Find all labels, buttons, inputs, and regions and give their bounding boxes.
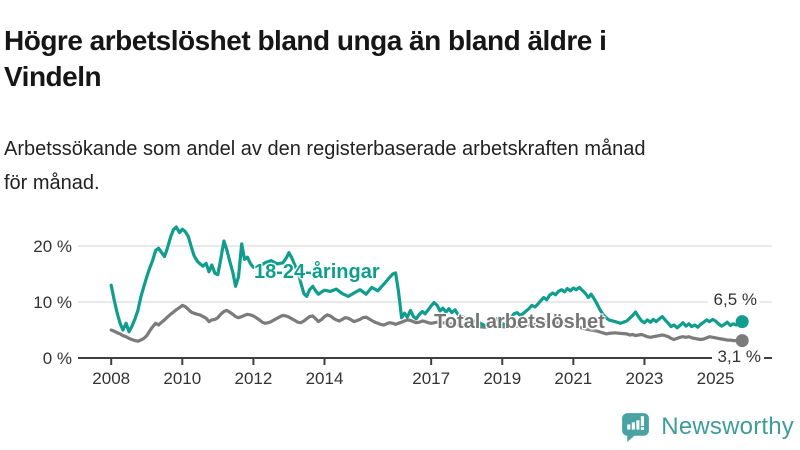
x-axis-tick-label: 2019 [483,369,521,388]
page-subtitle-line-2: för månad. [4,172,100,194]
x-axis-tick-label: 2017 [412,369,450,388]
series-end-dot [735,334,749,348]
x-axis-tick-label: 2023 [626,369,664,388]
x-axis-tick-label: 2012 [234,369,272,388]
newsworthy-wordmark: Newsworthy [661,412,794,440]
x-axis-tick-label: 2021 [554,369,592,388]
series-line [109,225,744,334]
page-title: Högre arbetslöshet bland unga än bland ä… [4,23,796,95]
y-axis-tick-label: 10 % [33,293,72,312]
x-axis-tick-label: 2014 [306,369,344,388]
x-axis-tick-label: 2010 [163,369,201,388]
page-subtitle: Arbetssökande som andel av den registerb… [4,132,796,200]
end-value-label-total: 3,1 % [712,347,764,367]
series-end-dot [735,315,749,329]
y-axis-tick-label: 20 % [33,237,72,256]
series-line [109,303,744,343]
newsworthy-logo[interactable]: Newsworthy [619,410,794,443]
page-title-line-1: Högre arbetslöshet bland unga än bland ä… [4,24,607,56]
series-label-young: 18-24-åringar [254,261,380,283]
y-axis-tick-label: 0 % [43,349,72,368]
x-axis-tick-label: 2008 [92,369,130,388]
x-axis-tick-label: 2025 [697,369,735,388]
bar-chart-speech-bubble-icon [622,413,650,442]
end-value-label-young: 6,5 % [708,290,760,310]
page-title-line-2: Vindeln [4,60,102,92]
series-label-total: Total arbetslöshet [434,311,605,333]
page-subtitle-line-1: Arbetssökande som andel av den registerb… [4,138,646,160]
